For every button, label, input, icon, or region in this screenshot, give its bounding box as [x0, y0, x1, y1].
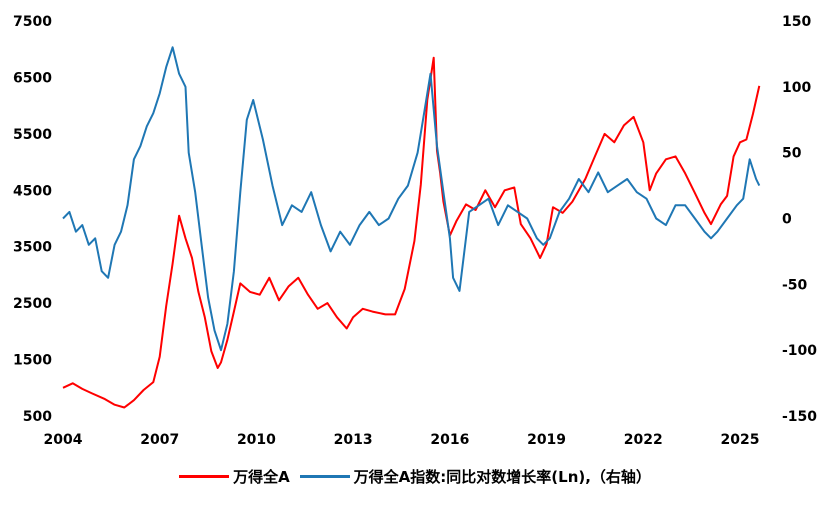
series-lines: [62, 46, 761, 409]
right-y-tick-label: 100: [782, 80, 811, 96]
x-axis: 2004 2007 2010 2013 2016 2019 2022 2025: [44, 432, 760, 448]
legend-label-blue: 万得全A指数:同比对数增长率(Ln),（右轴）: [353, 468, 651, 486]
plot-area: 2004 2007 2010 2013 2016 2019 2022 2025 7500 650…: [13, 14, 817, 448]
right-y-tick-label: -100: [782, 343, 817, 359]
right-y-tick-label: 150: [782, 14, 811, 30]
x-tick-label: 2025: [721, 432, 760, 448]
x-tick-label: 2013: [334, 432, 373, 448]
legend: 万得全A 万得全A指数:同比对数增长率(Ln),（右轴）: [0, 466, 830, 487]
legend-swatch-blue: [299, 475, 350, 478]
x-tick-label: 2019: [527, 432, 566, 448]
series-line-0: [62, 56, 761, 409]
left-y-tick-label: 5500: [13, 127, 52, 143]
left-y-tick-label: 1500: [13, 353, 52, 369]
x-tick-label: 2016: [430, 432, 469, 448]
right-y-tick-label: -50: [782, 277, 808, 293]
right-y-tick-label: 50: [782, 146, 802, 162]
x-tick-label: 2007: [140, 432, 179, 448]
right-y-tick-label: 0: [782, 212, 792, 228]
left-y-tick-label: 3500: [13, 240, 52, 256]
x-tick-label: 2010: [237, 432, 276, 448]
left-y-tick-label: 4500: [13, 183, 52, 199]
x-tick-label: 2004: [44, 432, 83, 448]
left-y-tick-label: 500: [23, 409, 52, 425]
x-tick-label: 2022: [624, 432, 663, 448]
left-y-axis: 7500 6500 5500 4500 3500 2500 1500 500: [13, 14, 52, 425]
left-y-tick-label: 7500: [13, 14, 52, 30]
legend-item-blue: 万得全A指数:同比对数增长率(Ln),（右轴）: [299, 466, 651, 487]
legend-swatch-red: [179, 475, 230, 478]
right-y-axis: 150 100 50 0 -50 -100 -150: [782, 14, 817, 425]
left-y-tick-label: 6500: [13, 70, 52, 86]
left-y-tick-label: 2500: [13, 296, 52, 312]
right-y-tick-label: -150: [782, 409, 817, 425]
series-line-1: [62, 46, 761, 352]
legend-item-red: 万得全A: [179, 466, 290, 487]
legend-label-red: 万得全A: [233, 468, 290, 486]
